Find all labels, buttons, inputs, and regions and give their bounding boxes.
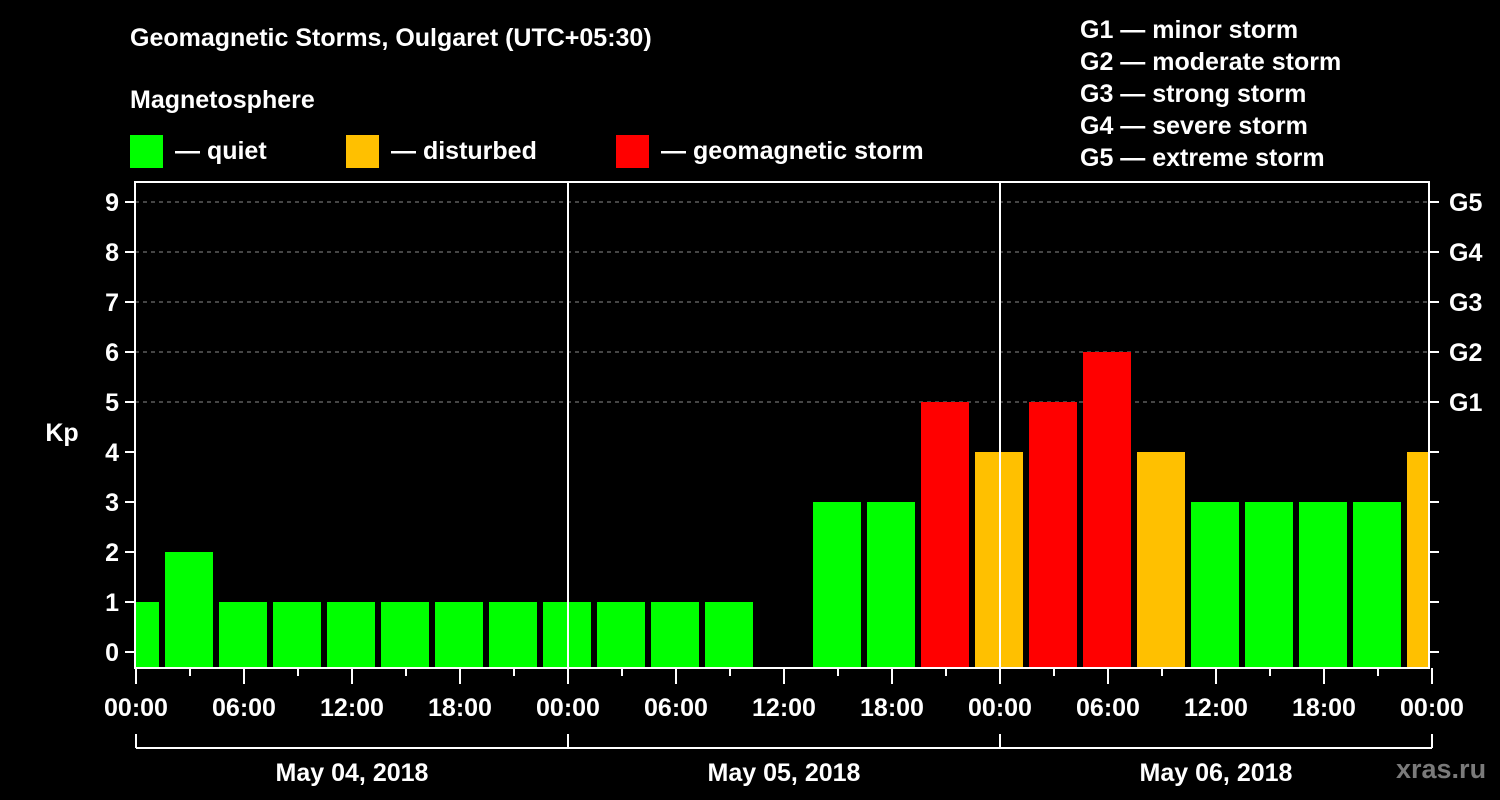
kp-bar-quiet [273,602,321,667]
kp-bar-quiet [219,602,267,667]
y-tick-label: 5 [105,389,119,417]
y-tick-label: 7 [105,289,119,317]
chart-title: Geomagnetic Storms, Oulgaret (UTC+05:30) [130,24,652,52]
kp-bar-storm [921,402,969,667]
kp-bar-quiet [651,602,699,667]
kp-bar-quiet [1353,502,1401,667]
kp-bar-quiet [1299,502,1347,667]
legend-swatch-quiet [130,134,163,168]
bars [136,352,1429,667]
x-tick-label: 06:00 [1076,694,1140,722]
storm-scale-g2: G2 — moderate storm [1080,48,1342,76]
kp-bar-quiet [867,502,915,667]
g-scale-label: G4 [1449,239,1482,267]
legend-label-storm: — geomagnetic storm [661,136,924,165]
kp-bar-storm [1029,402,1077,667]
legend-label-disturbed: — disturbed [391,136,537,165]
g-scale-label: G5 [1449,189,1482,217]
axes [125,181,1439,749]
x-tick-label: 18:00 [428,694,492,722]
date-label: May 06, 2018 [1140,759,1293,787]
y-tick-label: 4 [105,439,119,467]
x-tick-label: 00:00 [104,694,168,722]
kp-bar-quiet [813,502,861,667]
y-tick-label: 8 [105,239,119,267]
x-tick-label: 12:00 [752,694,816,722]
watermark: xras.ru [1396,754,1487,784]
y-tick-label: 0 [105,639,119,667]
x-tick-label: 00:00 [536,694,600,722]
date-label: May 04, 2018 [276,759,429,787]
kp-bar-quiet [1191,502,1239,667]
g-scale-label: G1 [1449,389,1482,417]
plot-frame [134,181,1430,669]
x-tick-label: 00:00 [968,694,1032,722]
kp-bar-quiet [1245,502,1293,667]
kp-bar-quiet [327,602,375,667]
kp-bar-quiet [435,602,483,667]
legend-item-quiet: — quiet [130,134,267,168]
date-label: May 05, 2018 [708,759,861,787]
chart-subtitle: Magnetosphere [130,86,315,114]
kp-bar-quiet [136,602,159,667]
kp-bar-quiet [381,602,429,667]
x-tick-label: 00:00 [1400,694,1464,722]
y-tick-label: 9 [105,189,119,217]
storm-scale-g1: G1 — minor storm [1080,16,1299,44]
kp-bar-quiet [705,602,753,667]
kp-bar-quiet [597,602,645,667]
x-tick-label: 18:00 [860,694,924,722]
y-tick-label: 3 [105,489,119,517]
x-tick-label: 18:00 [1292,694,1356,722]
legend-swatch-storm [616,134,649,168]
kp-bar-storm [1083,352,1131,667]
x-tick-label: 12:00 [1184,694,1248,722]
grid-lines [135,201,1429,403]
x-tick-label: 12:00 [320,694,384,722]
x-tick-label: 06:00 [212,694,276,722]
kp-bar-quiet [489,602,537,667]
y-tick-label: 1 [105,589,119,617]
legend-item-disturbed: — disturbed [346,134,537,168]
y-axis-label: Kp [45,419,78,447]
kp-bar-quiet [165,552,213,667]
g-scale-label: G3 [1449,289,1482,317]
storm-scale-legend: G1 — minor storm G2 — moderate storm G3 … [1080,14,1341,174]
kp-bar-disturbed [1407,452,1429,667]
g-scale-label: G2 [1449,339,1482,367]
storm-scale-g5: G5 — extreme storm [1080,144,1325,172]
legend-item-storm: — geomagnetic storm [616,134,924,168]
axis-labels: 0 1 2 3 4 5 6 7 8 9 G1 G2 G3 G4 G5 Kp 00:00 06:00 12:00 18:… [45,189,1482,787]
legend-swatch-disturbed [346,134,379,168]
kp-bar-disturbed [1137,452,1185,667]
legend-label-quiet: — quiet [175,136,267,165]
y-tick-label: 2 [105,539,119,567]
storm-scale-g3: G3 — strong storm [1080,80,1307,108]
y-tick-label: 6 [105,339,119,367]
x-tick-label: 06:00 [644,694,708,722]
storm-scale-g4: G4 — severe storm [1080,112,1308,140]
